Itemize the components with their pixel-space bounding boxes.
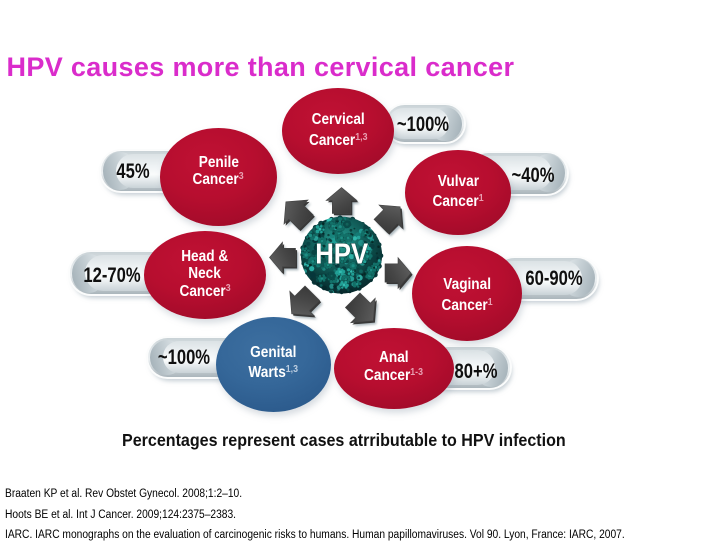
svg-text:HPV: HPV xyxy=(315,239,368,271)
